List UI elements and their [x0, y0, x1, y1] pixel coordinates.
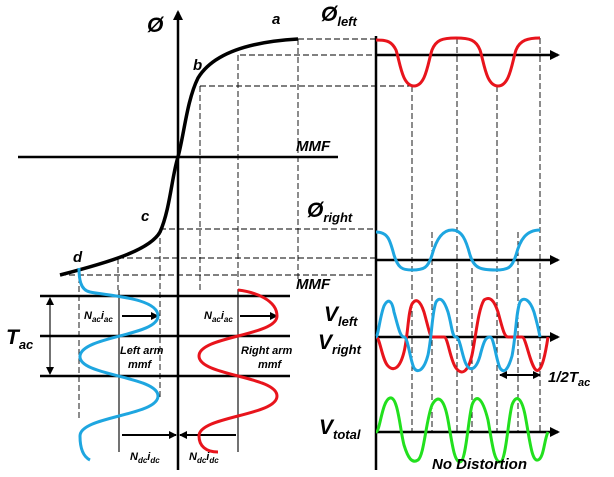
bh-curve: [59, 37, 299, 277]
nac-left-label: Naciac: [84, 310, 113, 324]
phi-right-wave: [375, 228, 541, 272]
mmf-label-top: MMF: [296, 138, 331, 155]
v-total-label: Vtotal: [319, 416, 361, 442]
t-ac-label: Tac: [6, 326, 34, 352]
left-arm-label-line1: Left arm: [120, 345, 164, 357]
point-b-label: b: [193, 57, 202, 74]
right-arm-label-line1: Right arm: [241, 345, 293, 357]
ndc-left-label: Ndcidc: [130, 451, 160, 465]
ndc-right-label: Ndcidc: [189, 451, 219, 465]
left-arm-label-line2: mmf: [128, 359, 153, 371]
projection-lines: [60, 38, 541, 432]
point-a-label: a: [272, 11, 280, 28]
half-tac-label: 1/2Tac: [548, 369, 590, 389]
phi-right-label: Øright: [307, 199, 353, 225]
v-total-wave: [374, 396, 550, 464]
v-right-label: Vright: [318, 331, 362, 357]
point-d-label: d: [73, 249, 83, 266]
no-distortion-label: No Distortion: [432, 456, 527, 473]
point-c-label: c: [141, 208, 150, 225]
right-arm-mmf-wave: [197, 288, 279, 454]
phi-left-label: Øleft: [321, 3, 358, 29]
mmf-label-bottom: MMF: [296, 276, 331, 293]
right-arm-label-line2: mmf: [258, 359, 283, 371]
nac-right-label: Naciac: [204, 310, 233, 324]
v-right-wave: [374, 297, 542, 373]
phi-left-wave: [375, 36, 541, 88]
v-left-label: Vleft: [324, 303, 358, 329]
flux-label: Ø: [147, 14, 164, 37]
v-left-wave: [375, 297, 550, 374]
left-arm-mmf-wave: [77, 267, 160, 462]
